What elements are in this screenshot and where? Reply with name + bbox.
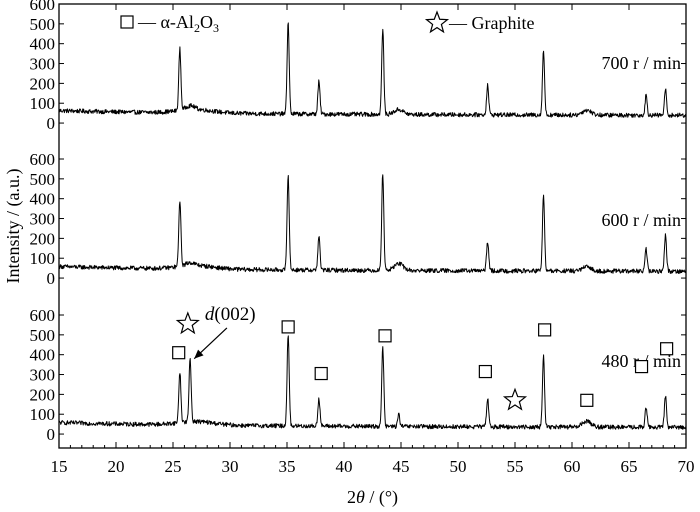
x-tick-label: 25 [165,457,182,476]
x-tick-label: 70 [678,457,695,476]
y-tick-label: 300 [30,55,56,74]
y-tick-label: 300 [30,366,56,385]
alumina-marker [634,359,649,374]
x-tick-label: 35 [279,457,296,476]
annotation-d002: d(002) [205,304,256,325]
y-axis-title: Intensity / (a.u.) [3,169,24,284]
alumina-marker [538,323,552,337]
alumina-marker [281,320,295,334]
y-tick-label: 100 [30,405,56,424]
legend-graphite: — Graphite [448,13,534,33]
x-tick-label: 30 [222,457,239,476]
alumina-marker [314,366,328,381]
series-label-1: 700 r / min [602,53,682,73]
trace-3 [58,335,687,430]
legend-star-icon [424,10,450,34]
y-tick-label: 100 [30,94,56,113]
y-tick-label: 200 [30,385,56,404]
y-tick-label: 400 [30,346,56,365]
x-tick-label: 40 [336,457,353,476]
y-tick-label: 500 [30,170,56,189]
graphite-marker [502,387,528,411]
x-tick-label: 60 [564,457,581,476]
y-tick-label: 600 [30,150,56,169]
y-tick-label: 200 [30,74,56,93]
x-tick-label: 15 [51,457,68,476]
y-tick-label: 400 [30,190,56,209]
y-tick-label: 300 [30,210,56,229]
x-tick-label: 45 [393,457,410,476]
y-tick-label: 200 [30,229,56,248]
y-tick-label: 500 [30,326,56,345]
x-tick-label: 50 [450,457,467,476]
legend-square-icon [120,15,134,29]
x-tick-label: 20 [108,457,125,476]
y-tick-label: 500 [30,15,56,34]
y-tick-label: 600 [30,0,56,14]
trace-1 [58,22,687,118]
y-tick-label: 100 [30,249,56,268]
legend-alumina: — α-Al2O3 [137,12,219,35]
y-tick-label: 600 [30,306,56,325]
trace-2 [58,174,687,274]
plot-frame [58,3,687,449]
y-tick-label: 0 [47,114,56,133]
graphite-marker [175,311,200,335]
x-tick-label: 55 [507,457,524,476]
alumina-marker [478,364,492,379]
y-tick-label: 400 [30,35,56,54]
alumina-marker [660,342,674,356]
y-tick-label: 0 [47,425,56,444]
annotation-arrowhead [194,349,204,359]
alumina-marker [580,393,594,407]
x-axis-title: 2θ / (°) [347,487,398,508]
x-tick-label: 65 [621,457,638,476]
series-label-2: 600 r / min [602,210,682,230]
alumina-marker [172,346,186,360]
y-tick-label: 0 [47,269,56,288]
alumina-marker [378,329,392,343]
